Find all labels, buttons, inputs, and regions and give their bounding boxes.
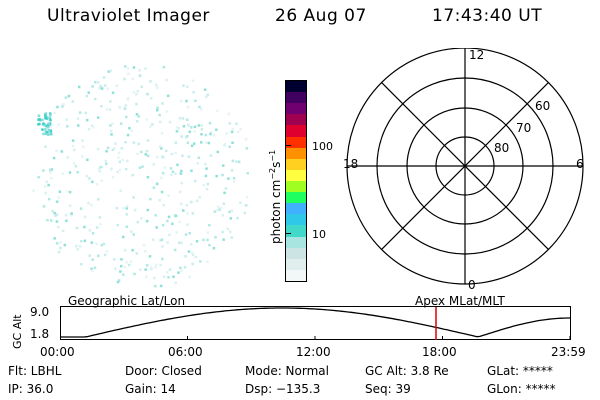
lat-label-60: 60 [535,99,550,113]
mlt-label-0: 0 [468,278,476,292]
polar-plot: 12 18 6 0 60 70 80 [343,48,584,292]
colorbar-segment [286,92,306,104]
time-label: 17:43:40 UT [432,6,543,26]
mlt-label-12: 12 [469,48,484,62]
colorbar-segment [286,158,306,170]
colorbar-tick-100 [285,145,291,146]
colorbar-label-10: 10 [312,228,326,241]
colorbar-segment [286,103,306,115]
timeline-y-max: 9.0 [30,305,50,319]
colorbar-segment [286,269,306,281]
time-tick-0600: 06:00 [168,345,203,359]
colorbar-unit-label: photon cm−2s−1 [268,149,283,244]
colorbar-segment [286,125,306,137]
time-tick-1200: 12:00 [296,345,331,359]
gc-alt-info: GC Alt: 3.8 Re [365,364,449,378]
dsp-info: Dsp: −135.3 [245,382,321,396]
colorbar-label-100: 100 [312,140,333,153]
gain-info: Gain: 14 [125,382,176,396]
colorbar-segment [286,169,306,182]
glat-info: GLat: ***** [487,364,553,378]
colorbar-segment [286,214,306,226]
timeline-y-min: 1.8 [30,327,50,341]
colorbar-segment [286,203,306,215]
colorbar-segment [286,81,306,93]
altitude-timeline [60,306,571,340]
colorbar-segment [286,136,306,148]
instrument-title: Ultraviolet Imager [47,6,210,26]
colorbar-segment [286,147,306,159]
mode-info: Mode: Normal [245,364,329,378]
lat-label-80: 80 [494,141,509,155]
mlt-label-18: 18 [343,157,358,171]
color-bar [285,80,307,282]
timeline-right-label: Apex MLat/MLT [415,294,505,308]
polar-diag-2 [381,82,549,250]
lat-label-70: 70 [516,121,531,135]
timeline-y-axis-label: GC Alt [11,314,24,349]
ip-info: IP: 36.0 [8,382,54,396]
colorbar-segment [286,236,306,248]
altitude-curve [60,307,570,338]
time-tick-1800: 18:00 [422,345,457,359]
colorbar-segment [286,225,306,237]
colorbar-segment [286,114,306,126]
seq-info: Seq: 39 [365,382,411,396]
door-info: Door: Closed [125,364,202,378]
colorbar-segment [286,181,306,193]
time-tick-0000: 00:00 [40,345,75,359]
date-label: 26 Aug 07 [275,6,367,26]
colorbar-segment [286,258,306,270]
time-tick-2359: 23:59 [551,345,586,359]
colorbar-tick-10 [285,233,291,234]
colorbar-segment [286,247,306,259]
glon-info: GLon: ***** [487,382,556,396]
flt-info: Flt: LBHL [8,364,62,378]
colorbar-segment [286,192,306,204]
timeline-left-label: Geographic Lat/Lon [68,294,186,308]
mlt-label-6: 6 [576,157,584,171]
uv-image [32,65,249,288]
